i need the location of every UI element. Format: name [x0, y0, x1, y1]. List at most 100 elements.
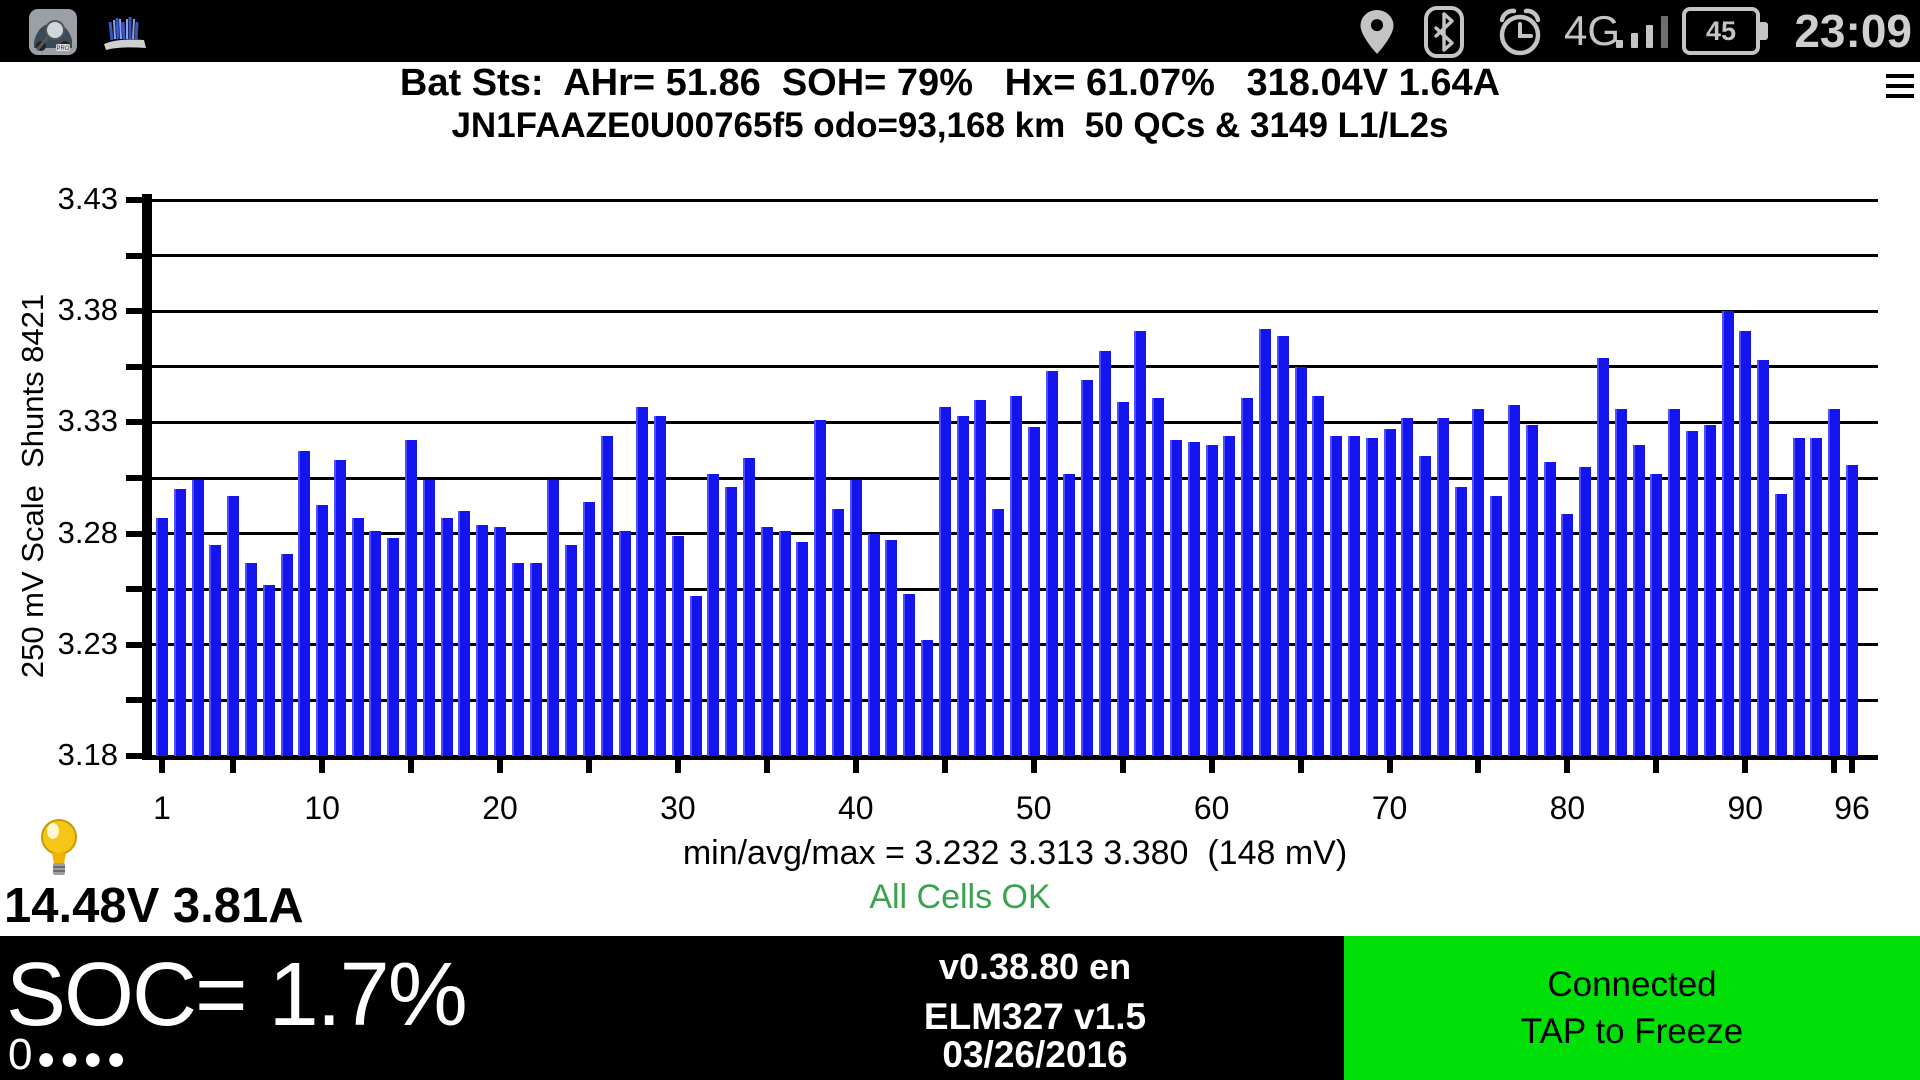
cell-voltage-bar[interactable] — [1721, 311, 1734, 756]
cell-voltage-bar[interactable] — [1685, 431, 1698, 756]
cell-voltage-bar[interactable] — [405, 440, 418, 756]
cell-voltage-bar[interactable] — [707, 473, 720, 756]
cell-voltage-bar[interactable] — [1081, 380, 1094, 756]
lightbulb-icon[interactable] — [40, 818, 78, 880]
cell-voltage-bar[interactable] — [476, 524, 489, 756]
cell-voltage-bar[interactable] — [778, 531, 791, 756]
cell-voltage-bar[interactable] — [1596, 357, 1609, 756]
cell-voltage-bar[interactable] — [316, 504, 329, 756]
cell-voltage-bar[interactable] — [1312, 395, 1325, 756]
cell-voltage-bar[interactable] — [725, 486, 738, 756]
cell-voltage-bar[interactable] — [1027, 426, 1040, 756]
cell-voltage-bar[interactable] — [867, 533, 880, 756]
cell-voltage-bar[interactable] — [885, 540, 898, 756]
cell-voltage-bar[interactable] — [227, 495, 240, 756]
cell-voltage-bar[interactable] — [1579, 466, 1592, 756]
cell-voltage-bar[interactable] — [1508, 404, 1521, 756]
cell-voltage-bar[interactable] — [1543, 462, 1556, 756]
cell-voltage-bar[interactable] — [422, 480, 435, 756]
menu-icon[interactable] — [1886, 74, 1914, 104]
cell-voltage-bar[interactable] — [1063, 473, 1076, 756]
cell-voltage-bar[interactable] — [1436, 417, 1449, 756]
cell-voltage-bar[interactable] — [529, 562, 542, 756]
cell-voltage-bar[interactable] — [565, 544, 578, 756]
cell-voltage-bar[interactable] — [1525, 424, 1538, 756]
cell-voltage-bar[interactable] — [1170, 440, 1183, 756]
cell-voltage-bar[interactable] — [1116, 402, 1129, 756]
cell-voltage-bar[interactable] — [298, 451, 311, 756]
cell-voltage-bar[interactable] — [1347, 435, 1360, 756]
cell-voltage-bar[interactable] — [191, 480, 204, 756]
cell-voltage-bar[interactable] — [1846, 464, 1859, 756]
cell-voltage-bar[interactable] — [351, 518, 364, 756]
cell-voltage-bar[interactable] — [1810, 437, 1823, 756]
cell-voltage-bar[interactable] — [280, 553, 293, 756]
cell-voltage-bar[interactable] — [689, 595, 702, 756]
cell-voltage-bar[interactable] — [262, 584, 275, 756]
cell-voltage-bar[interactable] — [1757, 360, 1770, 756]
cell-voltage-bar[interactable] — [1152, 397, 1165, 756]
cell-voltage-bar[interactable] — [1774, 493, 1787, 756]
cell-voltage-bar[interactable] — [743, 457, 756, 756]
cell-voltage-bar[interactable] — [1276, 335, 1289, 756]
cell-voltage-bar[interactable] — [1330, 435, 1343, 756]
cell-voltage-bar[interactable] — [760, 526, 773, 756]
cell-voltage-bar[interactable] — [832, 509, 845, 756]
cell-voltage-bar[interactable] — [1668, 409, 1681, 756]
cell-voltage-bar[interactable] — [1134, 331, 1147, 756]
cell-voltage-bar[interactable] — [1739, 331, 1752, 756]
cell-voltage-bar[interactable] — [1703, 424, 1716, 756]
cell-voltage-bar[interactable] — [1258, 328, 1271, 756]
cell-voltage-bar[interactable] — [1365, 437, 1378, 756]
cell-voltage-bar[interactable] — [1098, 351, 1111, 756]
cell-voltage-bar[interactable] — [938, 406, 951, 756]
cell-voltage-bar[interactable] — [654, 415, 667, 756]
cell-voltage-bar[interactable] — [618, 531, 631, 756]
connection-status-button[interactable]: Connected TAP to Freeze — [1344, 936, 1920, 1080]
cell-voltage-bar[interactable] — [671, 535, 684, 756]
cell-voltage-bar[interactable] — [582, 502, 595, 756]
cell-voltage-bar[interactable] — [1650, 473, 1663, 756]
cell-voltage-bar[interactable] — [1009, 395, 1022, 756]
cell-voltage-bar[interactable] — [1045, 371, 1058, 756]
cell-voltage-bar[interactable] — [1294, 366, 1307, 756]
cell-voltage-bar[interactable] — [1401, 417, 1414, 756]
cell-voltage-bar[interactable] — [1241, 397, 1254, 756]
cell-voltage-bar[interactable] — [1632, 444, 1645, 756]
cell-voltage-bar[interactable] — [1792, 437, 1805, 756]
cell-voltage-bar[interactable] — [796, 542, 809, 756]
cell-voltage-bar[interactable] — [992, 509, 1005, 756]
cell-voltage-bar[interactable] — [547, 480, 560, 756]
cell-voltage-bar[interactable] — [1223, 435, 1236, 756]
cell-voltage-bar[interactable] — [814, 420, 827, 756]
cell-voltage-bar[interactable] — [903, 593, 916, 756]
cell-voltage-bar[interactable] — [636, 406, 649, 756]
cell-voltage-bar[interactable] — [369, 531, 382, 756]
cell-voltage-bar[interactable] — [1419, 455, 1432, 756]
cell-voltage-bar[interactable] — [209, 544, 222, 756]
cell-voltage-bar[interactable] — [974, 400, 987, 756]
cell-voltage-bar[interactable] — [1490, 495, 1503, 756]
cell-voltage-bar[interactable] — [458, 511, 471, 756]
cell-voltage-bar[interactable] — [1614, 409, 1627, 756]
cell-voltage-bar[interactable] — [440, 518, 453, 756]
cell-voltage-bar[interactable] — [1454, 486, 1467, 756]
cell-voltage-bar[interactable] — [1187, 442, 1200, 756]
cell-voltage-bar[interactable] — [1828, 409, 1841, 756]
cell-voltage-bar[interactable] — [1561, 513, 1574, 756]
cell-voltage-bar[interactable] — [333, 460, 346, 756]
cell-voltage-bar[interactable] — [956, 415, 969, 756]
cell-voltage-bar[interactable] — [511, 562, 524, 756]
cell-voltage-bar[interactable] — [600, 435, 613, 756]
cell-voltage-bar[interactable] — [1205, 444, 1218, 756]
cell-voltage-bar[interactable] — [156, 518, 168, 756]
cell-voltage-bar[interactable] — [494, 526, 506, 756]
cell-voltage-bar[interactable] — [173, 489, 186, 756]
cell-voltage-bar[interactable] — [1383, 429, 1396, 756]
cell-voltage-bar[interactable] — [849, 480, 862, 756]
soc-readout[interactable]: SOC= 1.7% — [6, 945, 468, 1045]
cell-voltage-bar[interactable] — [1472, 409, 1485, 756]
cell-voltage-bar[interactable] — [920, 640, 933, 756]
cell-voltage-bar[interactable] — [244, 562, 257, 756]
cell-voltage-bar[interactable] — [387, 538, 400, 756]
